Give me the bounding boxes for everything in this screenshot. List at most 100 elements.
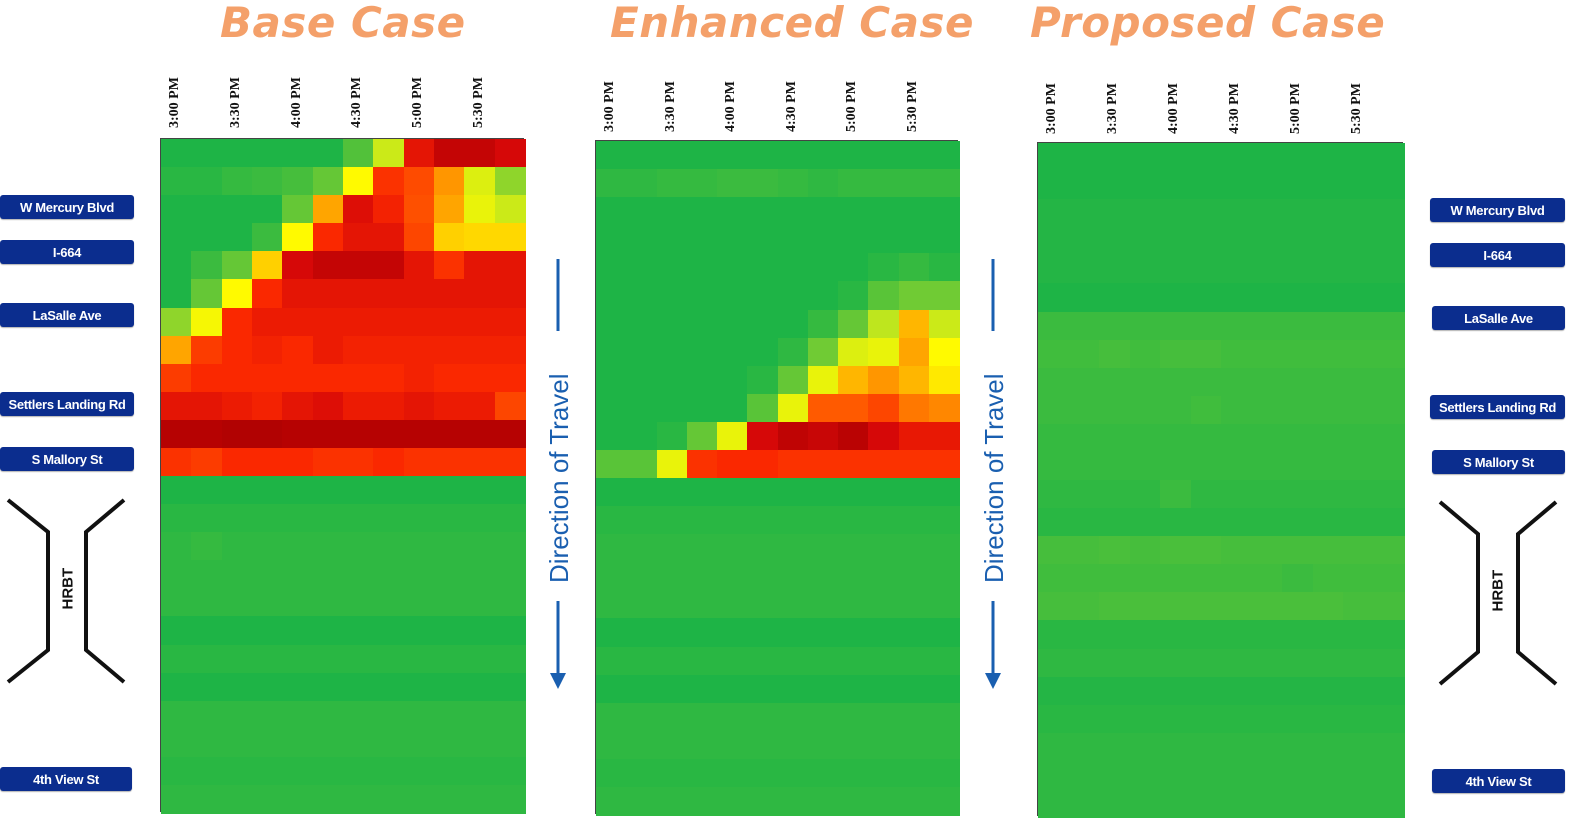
heatmap-cell [221, 335, 253, 365]
heatmap-cell [777, 702, 809, 732]
heatmap-cell [1160, 760, 1192, 790]
down-arrow-icon [985, 259, 1001, 689]
heatmap-cell [221, 419, 253, 449]
heatmap-cell [221, 167, 253, 196]
heatmap-cell [221, 532, 253, 561]
heatmap-cell [928, 534, 960, 563]
title-base-case: Base Case [220, 0, 466, 47]
heatmap-cell [807, 281, 839, 311]
heatmap-cell [1373, 536, 1405, 565]
heatmap-cell [868, 365, 900, 395]
heatmap-cell [1129, 592, 1161, 621]
heatmap-cell [838, 562, 869, 591]
heatmap-enhanced-case: 3:00 PM 3:30 PM 4:00 PM 4:30 PM 5:00 PM 5:30 … [595, 0, 960, 832]
heatmap-cell [1312, 676, 1344, 706]
heatmap-cell [434, 644, 465, 674]
heatmap-cell [656, 421, 688, 451]
heatmap-cell [312, 756, 344, 786]
heatmap-cell [191, 588, 223, 617]
heatmap-cell [494, 363, 526, 393]
heatmap-cell [1068, 620, 1100, 650]
heatmap-cell [686, 169, 718, 198]
heatmap-cell [1251, 283, 1283, 313]
heatmap-cell [1068, 283, 1100, 313]
heatmap-cell [403, 560, 435, 589]
heatmap-cell [838, 618, 869, 648]
heatmap-cell [221, 728, 253, 758]
heatmap-cell [1282, 508, 1314, 537]
heatmap-cell [403, 335, 435, 365]
heatmap-cell [191, 700, 223, 730]
heatmap-cell [1038, 592, 1070, 621]
heatmap-cell [596, 562, 627, 591]
heatmap-cell [1129, 143, 1161, 172]
heatmap-cell [777, 590, 809, 619]
heatmap-cell [1282, 395, 1314, 425]
heatmap-cell [838, 786, 869, 816]
tick-label: 5:00 PM [409, 77, 425, 128]
heatmap-cell [596, 141, 627, 170]
heatmap-cell [343, 195, 374, 224]
heatmap-cell [596, 309, 627, 339]
heatmap-cell [191, 672, 223, 702]
heatmap-cell [1160, 143, 1192, 172]
heatmap-cell [464, 700, 496, 730]
heatmap-cell [1099, 704, 1131, 734]
heatmap-cell [373, 363, 405, 393]
heatmap-cell [1068, 536, 1100, 565]
heatmap-cell [928, 758, 960, 788]
heatmap-cell [596, 590, 627, 619]
heatmap-cell [1221, 788, 1253, 818]
tunnel-icon [1438, 500, 1558, 686]
heatmap-cell [1068, 143, 1100, 172]
heatmap-cell [898, 646, 930, 676]
heatmap-cell [656, 197, 688, 226]
heatmap-cell [1160, 620, 1192, 650]
heatmap-cell [686, 730, 718, 760]
heatmap-cell [191, 391, 223, 421]
heatmap-cell [1099, 648, 1131, 678]
heatmap-cell [161, 756, 192, 786]
heatmap-cell [312, 167, 344, 196]
heatmap-cell [282, 532, 314, 561]
heatmap-cell [868, 253, 900, 282]
heatmap-cell [1068, 480, 1100, 509]
heatmap-cell [1129, 620, 1161, 650]
heatmap-cell [343, 139, 374, 168]
heatmap-cell [494, 279, 526, 309]
heatmap-cell [747, 758, 779, 788]
heatmap-cell [838, 309, 869, 339]
heatmap-cell [747, 337, 779, 367]
heatmap-cell [1129, 788, 1161, 818]
heatmap-cell [252, 167, 283, 196]
heatmap-cell [1190, 283, 1222, 313]
label-s-mallory-st-right: S Mallory St [1432, 450, 1565, 474]
hrbt-tunnel-left: HRBT [4, 496, 128, 686]
heatmap-cell [717, 309, 748, 339]
heatmap-cell [1312, 620, 1344, 650]
heatmap-cell [1373, 508, 1405, 537]
heatmap-cell [717, 590, 748, 619]
heatmap-cell [868, 758, 900, 788]
heatmap-cell [777, 506, 809, 535]
heatmap-cell [928, 281, 960, 311]
heatmap-cell [403, 784, 435, 814]
heatmap-cell [191, 644, 223, 674]
heatmap-cell [807, 253, 839, 282]
heatmap-cell [161, 223, 192, 252]
heatmap-cell [868, 730, 900, 760]
heatmap-cell [686, 141, 718, 170]
heatmap-cell [807, 562, 839, 591]
heatmap-cell [807, 421, 839, 451]
heatmap-cell [312, 447, 344, 477]
heatmap-cell [928, 337, 960, 367]
heatmap-cell [1373, 171, 1405, 200]
heatmap-cell [777, 786, 809, 816]
heatmap-cell [928, 618, 960, 648]
heatmap-cell [1343, 648, 1375, 678]
heatmap-cell [1251, 704, 1283, 734]
heatmap-cell [464, 391, 496, 421]
heatmap-cell [1251, 227, 1283, 256]
heatmap-cell [1099, 564, 1131, 593]
heatmap-cell [898, 337, 930, 367]
